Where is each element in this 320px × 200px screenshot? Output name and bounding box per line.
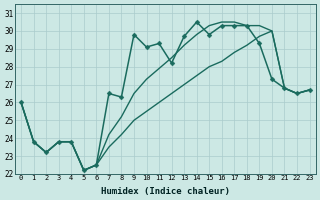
X-axis label: Humidex (Indice chaleur): Humidex (Indice chaleur) — [101, 187, 230, 196]
